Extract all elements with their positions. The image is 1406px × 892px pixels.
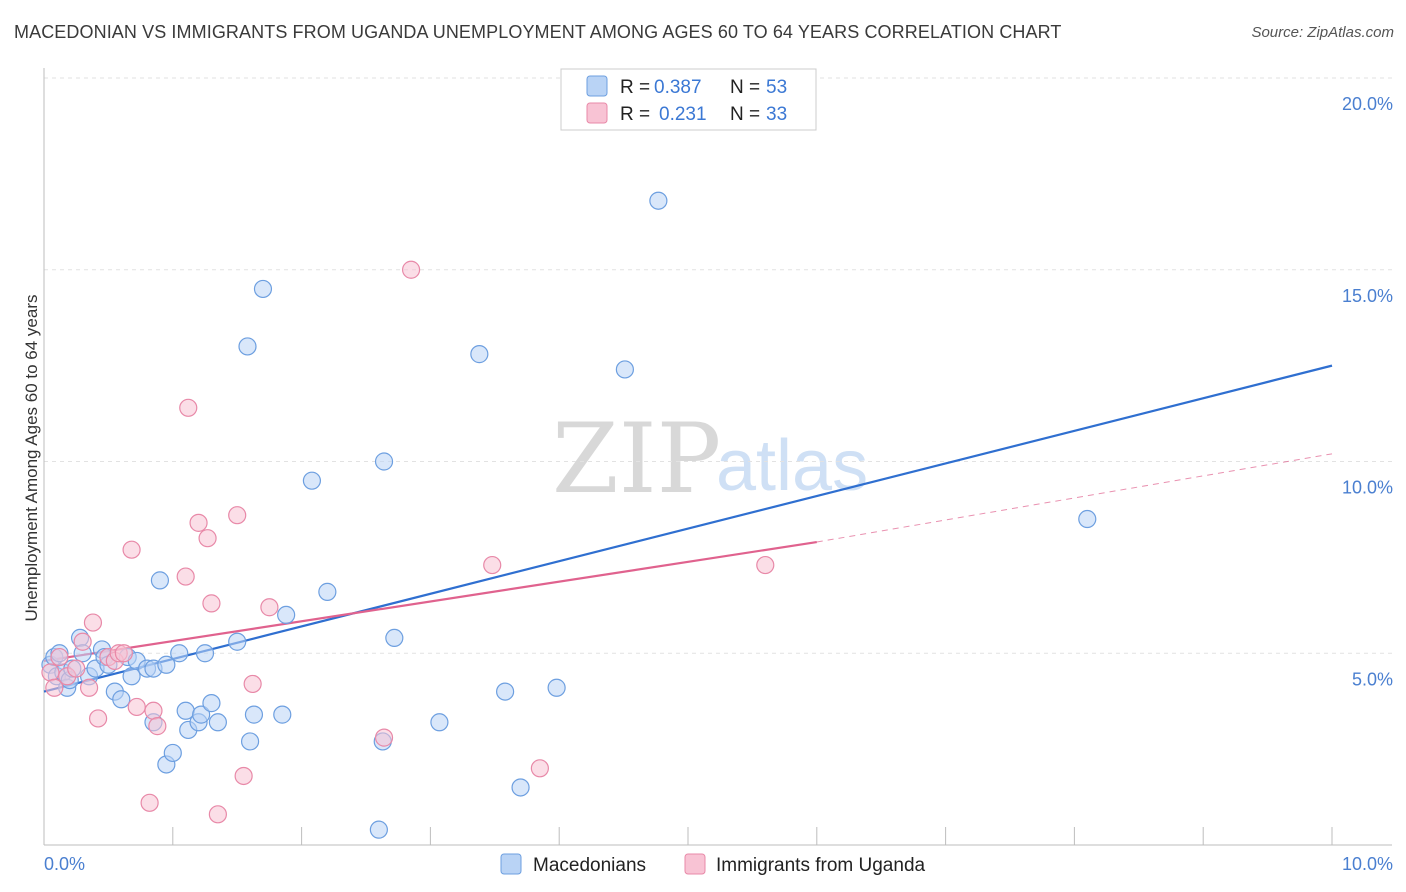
point-uganda-4 xyxy=(67,659,86,678)
point-uganda-20 xyxy=(189,513,208,532)
legend-uganda-swatch xyxy=(684,853,706,875)
point-uganda-8 xyxy=(88,709,108,728)
point-uganda-19 xyxy=(179,398,198,417)
point-macedonians-46 xyxy=(374,452,394,471)
legend-n-label-1: N = xyxy=(730,77,760,98)
source-credit: Source: ZipAtlas.com xyxy=(1251,24,1394,41)
y-axis-label: Unemployment Among Ages 60 to 64 years xyxy=(22,295,41,622)
point-uganda-16 xyxy=(144,701,163,720)
trend-lines xyxy=(43,364,1333,693)
y-tick-label-10: 10.0% xyxy=(1342,478,1393,498)
legend-macedonians-swatch xyxy=(500,853,522,875)
point-macedonians-44 xyxy=(369,820,388,839)
point-macedonians-18 xyxy=(122,667,141,686)
point-macedonians-16 xyxy=(112,690,131,709)
legend-n-label-2: N = xyxy=(730,104,760,125)
point-uganda-18 xyxy=(176,567,195,586)
point-macedonians-55 xyxy=(1078,509,1097,529)
point-macedonians-33 xyxy=(202,694,221,713)
point-macedonians-34 xyxy=(208,713,227,732)
point-uganda-14 xyxy=(127,697,146,717)
point-uganda-5 xyxy=(73,632,92,651)
legend-n-value-2: 33 xyxy=(766,104,787,125)
legend-swatch-blue xyxy=(586,75,608,97)
point-macedonians-54 xyxy=(649,191,668,210)
tick-labels: 5.0% 10.0% 15.0% 20.0% 0.0% 10.0% xyxy=(44,94,1393,874)
point-uganda-28 xyxy=(374,728,394,747)
point-macedonians-50 xyxy=(496,682,515,701)
y-tick-label-20: 20.0% xyxy=(1342,94,1393,114)
point-macedonians-23 xyxy=(157,655,176,674)
legend-swatch-pink xyxy=(586,102,608,124)
point-uganda-0 xyxy=(41,663,60,682)
point-uganda-15 xyxy=(140,793,159,812)
point-macedonians-49 xyxy=(470,345,489,364)
point-uganda-1 xyxy=(45,678,64,697)
watermark-atlas: atlas xyxy=(716,426,868,506)
point-macedonians-43 xyxy=(318,582,337,601)
x-tick-label-min: 0.0% xyxy=(44,854,85,874)
point-macedonians-53 xyxy=(615,360,634,379)
point-uganda-24 xyxy=(228,506,247,525)
point-uganda-13 xyxy=(122,540,141,559)
point-uganda-6 xyxy=(79,678,99,697)
point-macedonians-37 xyxy=(240,732,260,751)
legend-r-label-1: R = xyxy=(620,77,650,98)
series-legend: Macedonians Immigrants from Uganda xyxy=(500,853,926,876)
point-uganda-26 xyxy=(243,674,262,694)
point-uganda-29 xyxy=(401,260,421,279)
point-macedonians-51 xyxy=(511,778,530,797)
legend-r-value-1: 0.387 xyxy=(654,77,702,98)
chart-title: MACEDONIAN VS IMMIGRANTS FROM UGANDA UNE… xyxy=(14,22,1062,42)
trend-line-uganda xyxy=(43,540,817,663)
legend-r-label-2: R = xyxy=(620,104,650,125)
point-macedonians-47 xyxy=(385,628,404,648)
legend-uganda-label: Immigrants from Uganda xyxy=(716,855,926,876)
point-macedonians-39 xyxy=(253,279,273,299)
point-macedonians-42 xyxy=(302,471,322,490)
point-uganda-23 xyxy=(208,805,227,824)
x-tick-label-max: 10.0% xyxy=(1342,854,1393,874)
point-macedonians-36 xyxy=(238,337,257,356)
stats-legend: R = 0.387 N = 53 R = 0.231 N = 33 xyxy=(560,68,817,131)
point-macedonians-32 xyxy=(195,644,215,663)
point-macedonians-35 xyxy=(228,632,247,651)
point-uganda-17 xyxy=(148,717,167,736)
legend-macedonians-label: Macedonians xyxy=(533,855,646,876)
point-uganda-22 xyxy=(202,594,221,613)
legend-n-value-1: 53 xyxy=(766,77,787,98)
point-macedonians-38 xyxy=(244,705,264,724)
point-uganda-30 xyxy=(483,555,502,575)
point-uganda-31 xyxy=(530,759,549,778)
data-points xyxy=(41,191,1097,839)
trend-line-macedonians xyxy=(43,364,1333,693)
point-uganda-27 xyxy=(260,598,279,617)
y-tick-label-15: 15.0% xyxy=(1342,286,1393,306)
trend-line-uganda-extension xyxy=(816,453,1333,543)
point-macedonians-31 xyxy=(192,705,211,724)
point-uganda-7 xyxy=(83,613,103,632)
point-macedonians-40 xyxy=(273,705,292,724)
point-macedonians-41 xyxy=(277,605,296,625)
watermark: ZIP atlas xyxy=(552,403,868,515)
point-macedonians-24 xyxy=(150,571,170,590)
point-uganda-25 xyxy=(234,766,253,786)
point-uganda-21 xyxy=(198,529,217,548)
point-uganda-2 xyxy=(50,647,69,667)
point-macedonians-48 xyxy=(430,713,449,732)
point-macedonians-26 xyxy=(163,743,182,763)
point-uganda-12 xyxy=(114,644,133,663)
point-macedonians-52 xyxy=(547,678,566,697)
axes xyxy=(43,68,1392,846)
gridlines xyxy=(44,77,1392,654)
y-tick-label-5: 5.0% xyxy=(1352,669,1393,689)
watermark-zip: ZIP xyxy=(552,403,721,515)
point-uganda-32 xyxy=(756,555,775,575)
point-macedonians-27 xyxy=(170,644,189,663)
legend-r-value-2: 0.231 xyxy=(659,104,707,125)
